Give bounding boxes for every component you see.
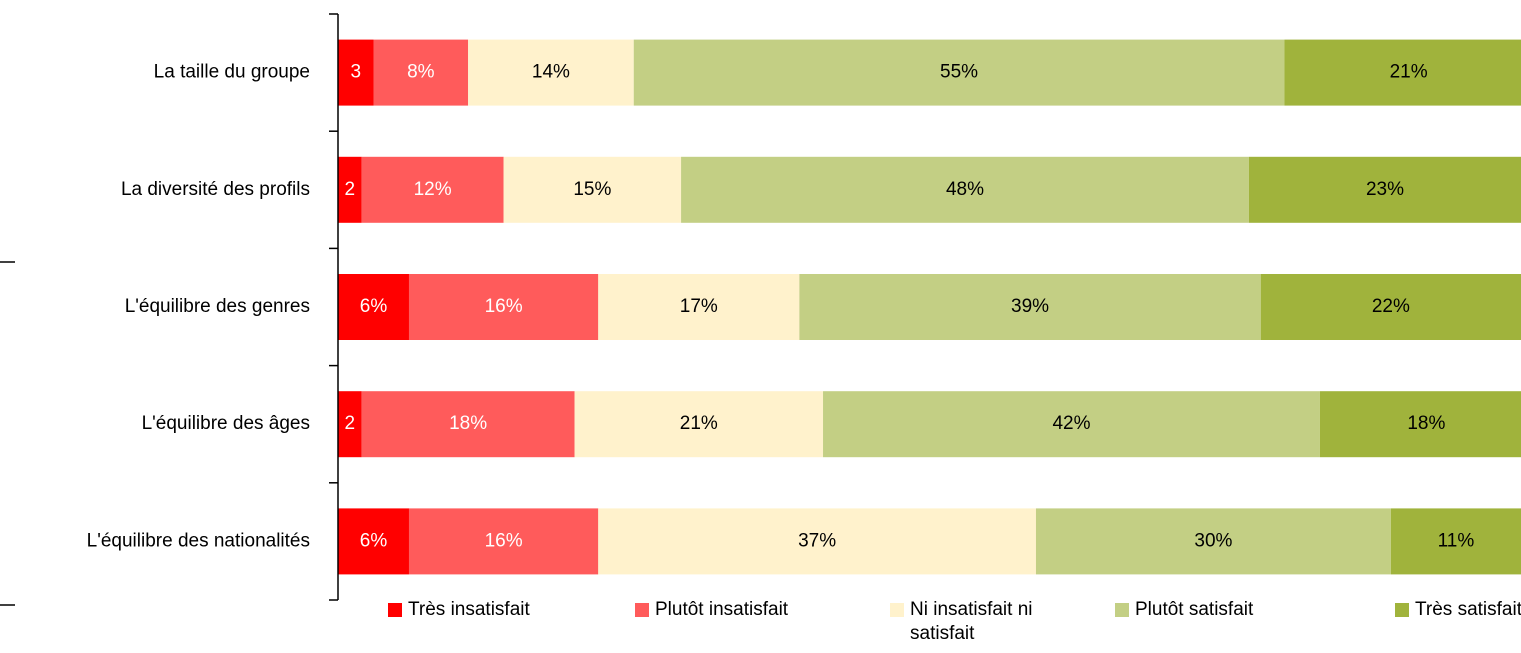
data-label: 42% xyxy=(1052,413,1090,434)
data-label: 2 xyxy=(345,179,356,200)
data-label: 6% xyxy=(360,530,388,551)
legend-label: Plutôt satisfait xyxy=(1135,599,1254,620)
data-label: 12% xyxy=(414,179,452,200)
bar-segment xyxy=(1319,391,1521,458)
legend-item: Plutôt satisfait xyxy=(1115,598,1253,622)
data-label: 14% xyxy=(532,62,570,83)
legend-label: Très insatisfait xyxy=(408,599,530,620)
bar-segment xyxy=(1248,156,1521,223)
legend-label: Ni insatisfait ni satisfait xyxy=(910,599,1033,644)
data-label: 22% xyxy=(1372,296,1410,317)
data-label: 18% xyxy=(1407,413,1445,434)
data-label: 55% xyxy=(940,62,978,83)
data-label: 15% xyxy=(573,179,611,200)
legend-swatch xyxy=(1115,603,1129,617)
bar-segment xyxy=(681,156,1249,223)
bar-segment xyxy=(361,156,504,223)
legend-item: Plutôt insatisfait xyxy=(635,598,788,622)
bar-segment xyxy=(633,39,1285,106)
decoration xyxy=(0,261,15,606)
bar-segment xyxy=(408,508,599,575)
data-label: 16% xyxy=(485,296,523,317)
data-label: 39% xyxy=(1011,296,1049,317)
bar-segment xyxy=(1390,508,1521,575)
data-label: 21% xyxy=(680,413,718,434)
data-label: 3 xyxy=(350,62,361,83)
y-tick-label: La diversité des profils xyxy=(121,179,310,200)
bar-segment xyxy=(361,391,575,458)
data-label: 16% xyxy=(485,530,523,551)
bar-segment xyxy=(338,39,374,106)
bar-segment xyxy=(799,274,1261,340)
bar-segment xyxy=(338,156,362,223)
y-tick-label: L'équilibre des nationalités xyxy=(87,530,310,551)
bar-segment xyxy=(574,391,824,458)
legend-label: Plutôt insatisfait xyxy=(655,599,789,620)
y-tick-label: L'équilibre des genres xyxy=(125,296,310,317)
bar-segment xyxy=(468,39,634,106)
bar-segment xyxy=(1284,39,1521,106)
legend-swatch xyxy=(635,603,649,617)
data-label: 48% xyxy=(946,179,984,200)
bar-segment xyxy=(338,508,409,575)
data-label: 18% xyxy=(449,413,487,434)
legend-swatch xyxy=(1395,603,1409,617)
bar-segment xyxy=(598,274,800,340)
bar-segment xyxy=(503,156,682,223)
bar-segment xyxy=(1035,508,1391,575)
bar-segment xyxy=(598,508,1036,575)
y-tick-label: La taille du groupe xyxy=(154,62,310,83)
data-label: 2 xyxy=(345,413,356,434)
bar-segment xyxy=(373,39,469,106)
bar-segment xyxy=(1260,274,1521,340)
data-label: 21% xyxy=(1390,62,1428,83)
y-tick-label: L'équilibre des âges xyxy=(142,413,310,434)
legend-label: Très satisfait xyxy=(1415,599,1521,620)
data-label: 6% xyxy=(360,296,388,317)
legend-swatch xyxy=(890,603,904,617)
bar-segment xyxy=(823,391,1320,458)
data-label: 17% xyxy=(680,296,718,317)
legend-item: Très insatisfait xyxy=(388,598,530,622)
legend-item: Très satisfait xyxy=(1395,598,1521,622)
data-label: 11% xyxy=(1438,530,1475,551)
data-label: 30% xyxy=(1194,530,1232,551)
data-label: 23% xyxy=(1366,179,1404,200)
bar-segment xyxy=(338,274,409,340)
data-label: 37% xyxy=(798,530,836,551)
bar-segment xyxy=(408,274,599,340)
legend-item: Ni insatisfait ni satisfait xyxy=(890,598,1060,646)
bar-segment xyxy=(338,391,362,458)
legend-swatch xyxy=(388,603,402,617)
data-label: 8% xyxy=(407,62,435,83)
